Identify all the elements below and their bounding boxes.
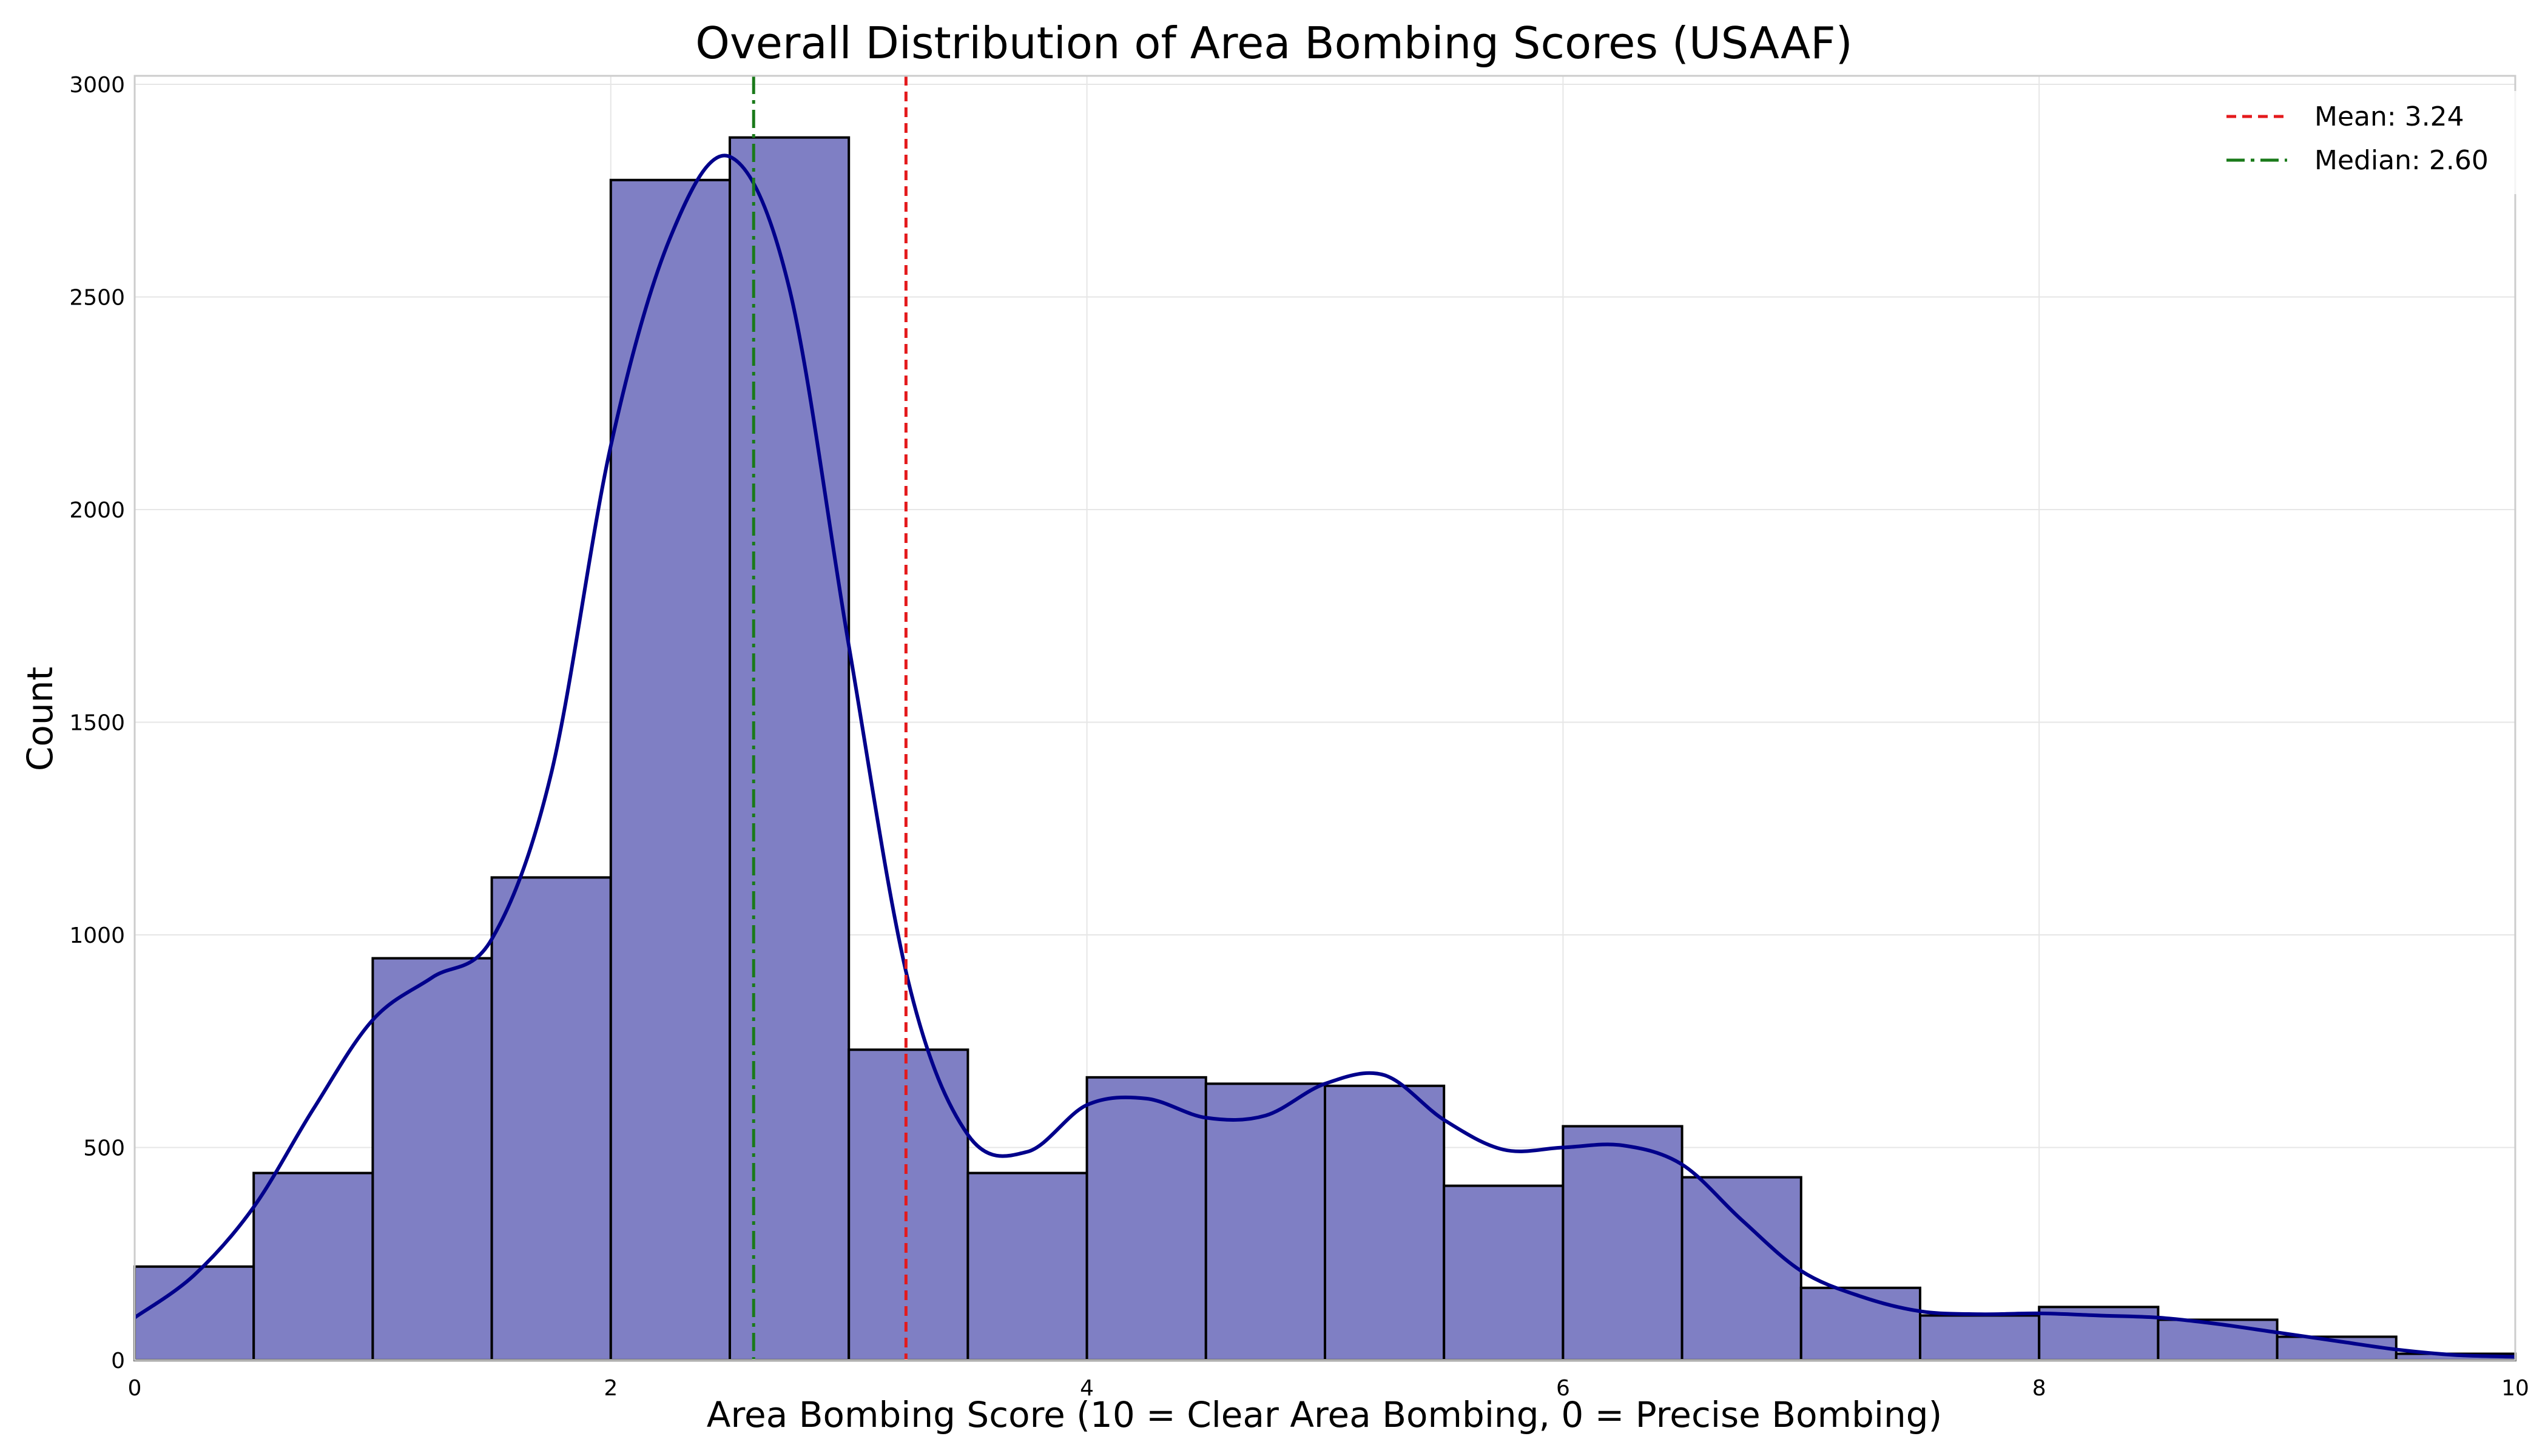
histogram-bar [1680,1176,1802,1362]
x-tick-label: 6 [1556,1376,1570,1401]
kde-curve [133,153,2516,1359]
x-tick-label: 0 [128,1376,142,1401]
y-tick-label: 0 [111,1349,125,1373]
legend-box [2196,91,2524,194]
legend-median-label: Median: 2.60 [2314,145,2489,176]
y-tick-label: 2500 [69,286,125,311]
x-tick-label: 2 [604,1376,618,1401]
chart-title: Overall Distribution of Area Bombing Sco… [695,18,1852,69]
histogram-bar [133,1265,255,1362]
histogram-bar [966,1171,1088,1361]
x-tick-label: 4 [1080,1376,1094,1401]
histogram-bar [1085,1076,1207,1361]
histogram-bar [1562,1125,1684,1361]
x-axis-label: Area Bombing Score (10 = Clear Area Bomb… [707,1394,1942,1435]
y-axis-ticks: 0 500 1000 1500 2000 2500 3000 [69,73,125,1373]
x-axis-ticks: 0 2 4 6 8 10 [128,1376,2529,1401]
histogram-bar [1324,1084,1446,1361]
y-axis-label: Count [19,667,61,771]
y-tick-label: 3000 [69,73,125,98]
y-tick-label: 1500 [69,711,125,736]
x-tick-label: 8 [2032,1376,2046,1401]
y-tick-label: 500 [83,1136,125,1161]
y-tick-label: 2000 [69,498,125,523]
legend: Mean: 3.24 Median: 2.60 [2196,91,2524,194]
histogram-bar [848,1048,969,1361]
x-tick-label: 10 [2501,1376,2529,1401]
histogram-bar [490,876,612,1362]
histogram-bar [1919,1314,2041,1362]
histogram-bars [133,136,2517,1362]
histogram-bar [1443,1184,1565,1362]
histogram-bar [1204,1082,1327,1361]
reference-lines [752,76,908,1360]
legend-mean-label: Mean: 3.24 [2314,101,2464,132]
kde-curve-layer [133,153,2516,1359]
histogram-bar [729,136,851,1361]
histogram-bar [609,178,731,1361]
histogram-bar [1799,1286,1922,1361]
y-tick-label: 1000 [69,923,125,948]
plot-frame [133,75,2516,1361]
histogram-bar [371,957,493,1361]
histogram-bar [252,1171,374,1361]
